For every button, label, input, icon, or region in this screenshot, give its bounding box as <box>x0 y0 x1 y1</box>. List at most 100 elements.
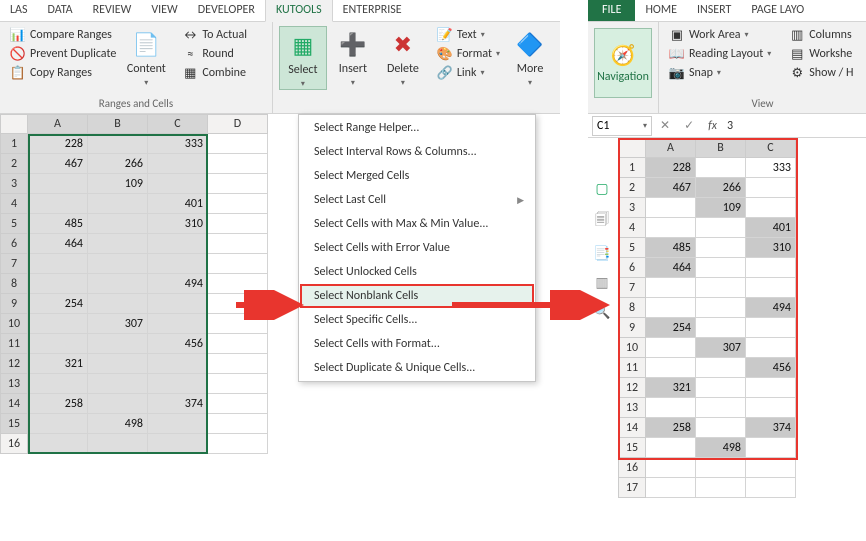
cell[interactable] <box>28 374 88 394</box>
menu-item[interactable]: Select Interval Rows & Columns... <box>300 140 534 164</box>
cell[interactable] <box>696 418 746 438</box>
cell[interactable] <box>208 294 268 314</box>
cell[interactable] <box>208 274 268 294</box>
cell[interactable] <box>88 214 148 234</box>
cell[interactable] <box>746 258 796 278</box>
tab-enterprise[interactable]: ENTERPRISE <box>333 0 412 21</box>
cell[interactable] <box>696 378 746 398</box>
cell[interactable] <box>696 218 746 238</box>
cell[interactable] <box>746 178 796 198</box>
cell[interactable]: 228 <box>28 134 88 154</box>
row-header[interactable]: 10 <box>0 314 28 334</box>
col-header[interactable]: D <box>208 114 268 134</box>
row-header[interactable]: 6 <box>618 258 646 278</box>
tab-review[interactable]: REVIEW <box>83 0 142 21</box>
cell[interactable] <box>696 298 746 318</box>
row-header[interactable]: 7 <box>0 254 28 274</box>
cell[interactable] <box>88 254 148 274</box>
cell[interactable] <box>208 134 268 154</box>
cell[interactable] <box>646 358 696 378</box>
cell[interactable]: 266 <box>88 154 148 174</box>
col-header[interactable]: C <box>746 138 796 158</box>
cell[interactable] <box>208 314 268 334</box>
cell[interactable] <box>208 254 268 274</box>
cell[interactable] <box>646 458 696 478</box>
cell[interactable]: 374 <box>148 394 208 414</box>
cell[interactable] <box>28 274 88 294</box>
cell[interactable] <box>148 234 208 254</box>
cell[interactable] <box>746 458 796 478</box>
row-header[interactable]: 11 <box>618 358 646 378</box>
cell[interactable]: 307 <box>696 338 746 358</box>
cell[interactable] <box>746 378 796 398</box>
copy-ranges-button[interactable]: 📋Copy Ranges <box>6 64 120 82</box>
row-header[interactable]: 2 <box>0 154 28 174</box>
side-icon[interactable]: 🔍 <box>593 303 610 320</box>
cell[interactable] <box>208 394 268 414</box>
cell[interactable] <box>88 434 148 454</box>
cell[interactable]: 266 <box>696 178 746 198</box>
cell[interactable] <box>208 374 268 394</box>
cell[interactable]: 494 <box>148 274 208 294</box>
cell[interactable] <box>148 254 208 274</box>
row-header[interactable]: 17 <box>618 478 646 498</box>
cell[interactable]: 467 <box>28 154 88 174</box>
row-header[interactable]: 8 <box>0 274 28 294</box>
cell[interactable] <box>746 398 796 418</box>
cell[interactable] <box>646 398 696 418</box>
tab-developer[interactable]: DEVELOPER <box>188 0 265 21</box>
cell[interactable] <box>88 194 148 214</box>
row-header[interactable]: 2 <box>618 178 646 198</box>
side-icon[interactable]: 🗐 <box>595 209 609 233</box>
reading-layout-button[interactable]: 📖Reading Layout ▾ <box>665 45 775 63</box>
format-button[interactable]: 🎨Format ▾ <box>433 45 504 63</box>
fx-icon[interactable]: fx <box>704 119 721 133</box>
row-header[interactable]: 8 <box>618 298 646 318</box>
compare-ranges-button[interactable]: 📊Compare Ranges <box>6 26 120 44</box>
cell[interactable]: 228 <box>646 158 696 178</box>
cell[interactable] <box>646 198 696 218</box>
menu-item[interactable]: Select Cells with Error Value <box>300 236 534 260</box>
cell[interactable] <box>88 294 148 314</box>
cell[interactable] <box>148 434 208 454</box>
cell[interactable] <box>646 218 696 238</box>
cell[interactable]: 498 <box>696 438 746 458</box>
cell[interactable]: 485 <box>28 214 88 234</box>
cell[interactable] <box>696 258 746 278</box>
cell[interactable] <box>28 334 88 354</box>
cell[interactable]: 464 <box>646 258 696 278</box>
cell[interactable]: 467 <box>646 178 696 198</box>
cell[interactable]: 456 <box>746 358 796 378</box>
row-header[interactable]: 1 <box>618 158 646 178</box>
cell[interactable] <box>208 174 268 194</box>
columns-button[interactable]: ▥Columns <box>785 26 857 44</box>
cell[interactable]: 258 <box>28 394 88 414</box>
menu-item[interactable]: Select Duplicate & Unique Cells... <box>300 356 534 380</box>
menu-item[interactable]: Select Cells with Max & Min Value... <box>300 212 534 236</box>
cell[interactable] <box>88 274 148 294</box>
cell[interactable]: 321 <box>28 354 88 374</box>
tab-view[interactable]: VIEW <box>141 0 187 21</box>
combine-button[interactable]: ▦Combine <box>178 64 251 82</box>
cell[interactable] <box>208 194 268 214</box>
cell[interactable] <box>696 238 746 258</box>
show-h-button[interactable]: ⚙Show / H <box>785 64 857 82</box>
tab-home[interactable]: HOME <box>635 0 687 21</box>
cell[interactable] <box>208 214 268 234</box>
cell[interactable]: 401 <box>746 218 796 238</box>
tab-las[interactable]: LAS <box>0 0 38 21</box>
cell[interactable] <box>208 414 268 434</box>
row-header[interactable]: 12 <box>618 378 646 398</box>
row-header[interactable]: 3 <box>0 174 28 194</box>
row-header[interactable]: 16 <box>0 434 28 454</box>
cell[interactable] <box>208 234 268 254</box>
cell[interactable]: 310 <box>746 238 796 258</box>
cell[interactable]: 401 <box>148 194 208 214</box>
cell[interactable] <box>88 234 148 254</box>
select-button[interactable]: ▦ Select ▾ <box>279 26 327 90</box>
row-header[interactable]: 16 <box>618 458 646 478</box>
cell[interactable] <box>646 278 696 298</box>
more-button[interactable]: 🔷 More ▾ <box>506 26 554 90</box>
accept-fx-icon[interactable]: ✓ <box>680 118 698 133</box>
row-header[interactable]: 6 <box>0 234 28 254</box>
